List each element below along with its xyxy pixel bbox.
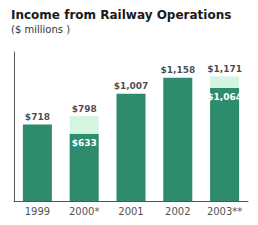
svg-text:$798: $798	[72, 104, 97, 114]
svg-text:$633: $633	[72, 138, 97, 148]
svg-text:$1,171: $1,171	[207, 64, 242, 74]
svg-text:2000*: 2000*	[69, 206, 99, 217]
svg-text:2003**: 2003**	[207, 206, 242, 217]
svg-text:$1,007: $1,007	[114, 81, 149, 91]
svg-text:Income from Railway Operations: Income from Railway Operations	[11, 8, 231, 22]
svg-text:2002: 2002	[165, 206, 190, 217]
svg-text:2001: 2001	[118, 206, 143, 217]
svg-text:$1,064: $1,064	[207, 92, 242, 102]
svg-text:$1,158: $1,158	[160, 65, 195, 75]
svg-text:1999: 1999	[25, 206, 50, 217]
svg-text:$718: $718	[25, 112, 50, 122]
svg-text:($ millions ): ($ millions )	[11, 24, 70, 35]
